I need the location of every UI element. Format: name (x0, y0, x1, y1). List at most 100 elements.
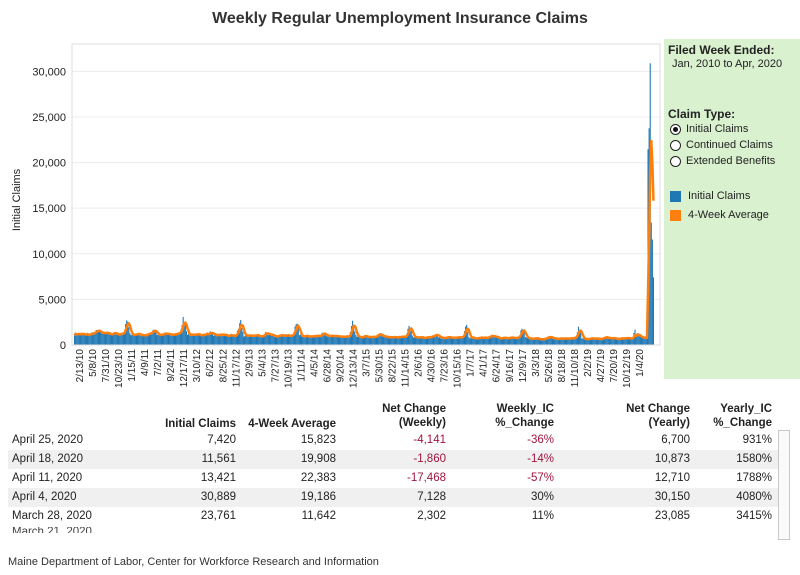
bar (169, 334, 171, 345)
bar (109, 334, 111, 345)
bar (256, 335, 258, 345)
claim-type-title: Claim Type: (668, 107, 736, 121)
x-tick-label: 4/27/19 (596, 349, 607, 383)
gridlines (72, 70, 660, 346)
bar (92, 333, 94, 345)
bar (119, 333, 121, 345)
radio-extended-benefits[interactable]: Extended Benefits (670, 155, 775, 167)
bar (315, 335, 317, 345)
bar (469, 338, 471, 345)
bar (382, 336, 384, 345)
bar (482, 338, 484, 345)
bar (191, 334, 193, 345)
bar (447, 337, 449, 345)
bar (522, 330, 524, 345)
bar (547, 336, 549, 345)
radio-continued-claims[interactable]: Continued Claims (670, 139, 773, 151)
bar (451, 337, 454, 345)
filed-week-range[interactable]: Jan, 2010 to Apr, 2020 (672, 58, 783, 70)
header-line: (Weekly) (398, 417, 446, 429)
bar (178, 333, 180, 345)
bar (640, 337, 643, 345)
chart[interactable]: 0 5,000 10,000 15,000 20,000 25,000 30,000 2/13… (0, 0, 800, 400)
bar (613, 338, 615, 345)
bar (113, 332, 115, 345)
bar (560, 338, 562, 345)
bar (165, 333, 167, 345)
y-tick-label: 20,000 (32, 158, 66, 170)
bar (325, 336, 328, 345)
bar (297, 328, 299, 345)
bar (497, 337, 499, 345)
bar (370, 337, 372, 345)
table-row-partial: March 21, 2020 (12, 527, 92, 533)
bar (150, 333, 152, 345)
table-scrollbar[interactable] (778, 430, 790, 540)
bar (335, 335, 337, 345)
bar (562, 338, 564, 345)
bar (581, 338, 583, 345)
bar (93, 332, 95, 345)
x-tick-label: 9/16/17 (505, 349, 516, 383)
bar (539, 339, 542, 345)
cell-yearly-pct: 1580% (736, 453, 772, 465)
x-tick-label: 5/26/18 (544, 349, 555, 383)
bar (266, 332, 268, 345)
bar (369, 336, 371, 345)
bar (209, 331, 211, 345)
bar (463, 331, 466, 345)
bar (582, 338, 584, 345)
cell-initial: 7,420 (207, 434, 236, 446)
radio-unchecked-icon[interactable] (670, 155, 681, 167)
bar (235, 334, 237, 345)
bar (139, 335, 141, 345)
filter-panel: Filed Week Ended: Jan, 2010 to Apr, 2020… (664, 39, 800, 379)
bar (89, 334, 91, 345)
radio-checked-icon[interactable] (670, 123, 681, 135)
x-tick-label: 9/24/11 (166, 349, 177, 382)
bar (272, 334, 274, 345)
bar (219, 334, 221, 345)
bar (530, 338, 532, 345)
bar (526, 337, 529, 345)
bar (223, 334, 225, 345)
bar (604, 337, 606, 345)
bar (244, 335, 246, 345)
bar (431, 336, 433, 345)
chart-title: Weekly Regular Unemployment Insurance Cl… (212, 10, 588, 27)
bar (435, 334, 437, 345)
header-net-change-yearly: Net Change (Yearly) (588, 402, 690, 434)
bar (199, 334, 202, 345)
legend-four-week-average[interactable]: 4-Week Average (670, 209, 769, 221)
bar (636, 333, 638, 345)
bar (556, 338, 558, 345)
radio-unchecked-icon[interactable] (670, 139, 681, 151)
bar (365, 336, 367, 345)
bar (403, 336, 405, 345)
bar (147, 334, 149, 345)
x-tick-label: 10/12/19 (622, 349, 633, 388)
legend-initial-claims[interactable]: Initial Claims (670, 190, 750, 202)
bar (614, 338, 616, 345)
x-tick-label: 10/15/16 (453, 349, 464, 388)
plot-frame (71, 43, 661, 346)
bar (153, 329, 155, 345)
bar (397, 337, 399, 345)
bar (131, 334, 133, 345)
bar (618, 338, 620, 345)
bar (467, 332, 469, 345)
bar (196, 333, 198, 345)
radio-initial-claims[interactable]: Initial Claims (670, 123, 748, 135)
cell-net-weekly: 2,302 (417, 510, 446, 522)
bar (384, 336, 386, 345)
cell-avg: 15,823 (300, 434, 336, 446)
bar (85, 334, 88, 345)
bar (425, 337, 427, 345)
bar (493, 336, 495, 345)
bar (302, 336, 304, 345)
bar (359, 337, 361, 345)
x-tick-label: 8/22/15 (388, 349, 399, 383)
y-tick-label: 10,000 (32, 249, 66, 261)
bar (277, 336, 279, 345)
x-tick-label: 6/2/12 (205, 349, 216, 377)
